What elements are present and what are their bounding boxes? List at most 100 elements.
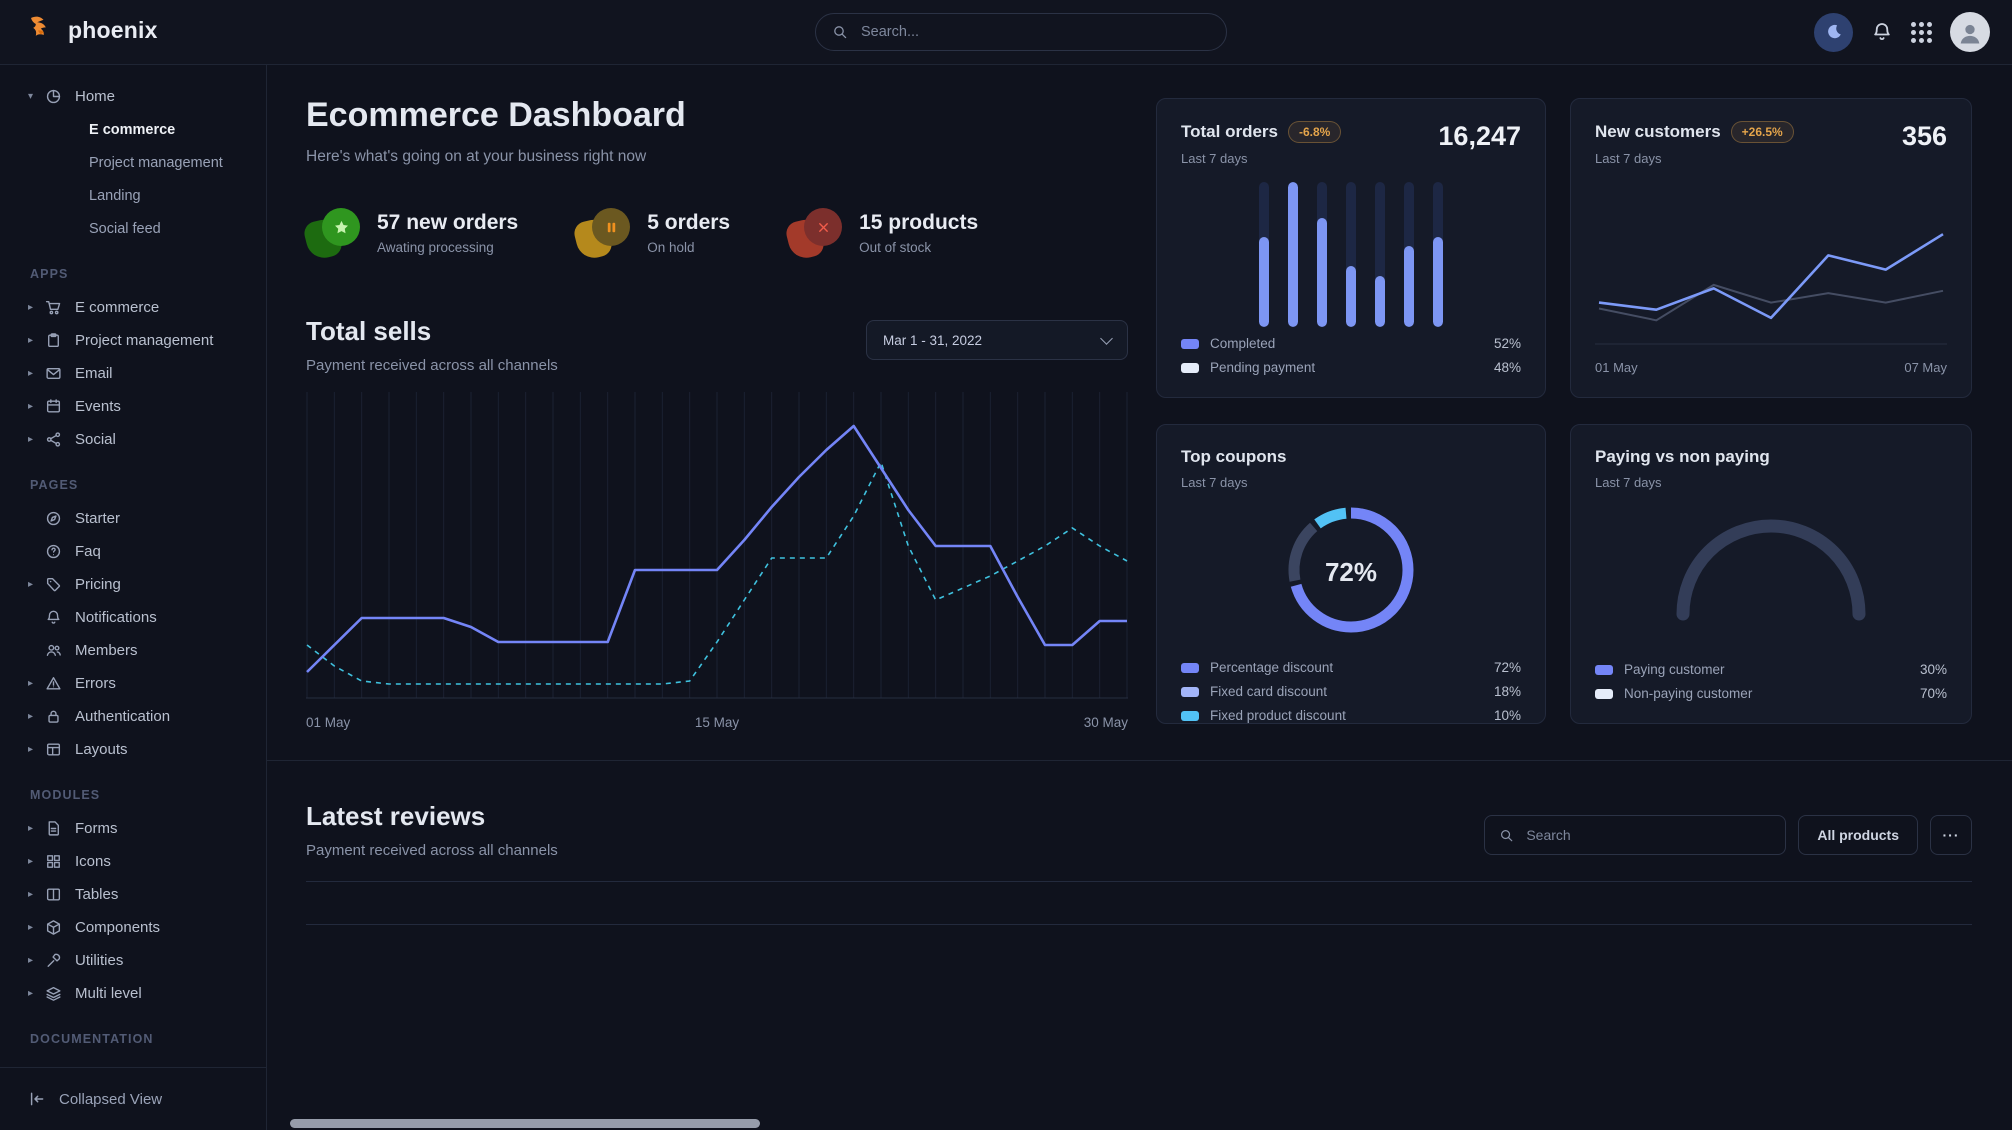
user-avatar[interactable] — [1950, 12, 1990, 52]
sidebar-item-social[interactable]: ▸ Social — [0, 423, 266, 456]
sidebar-item-icons[interactable]: ▸ Icons — [0, 845, 266, 878]
sidebar-item-notifications[interactable]: Notifications — [0, 601, 266, 634]
x-axis-label: 01 May — [306, 715, 351, 730]
sidebar-item-components[interactable]: ▸ Components — [0, 911, 266, 944]
new-customers-x-axis: 01 May 07 May — [1595, 360, 1947, 375]
legend-swatch — [1595, 664, 1613, 675]
sidebar-item-label: Layouts — [75, 741, 128, 758]
sidebar-item-utilities[interactable]: ▸ Utilities — [0, 944, 266, 977]
reviews-search-input[interactable] — [1524, 826, 1772, 844]
sidebar-subitem-e-commerce[interactable]: E commerce — [0, 113, 266, 146]
paying-gauge-chart — [1666, 514, 1876, 631]
reviews-subtitle: Payment received across all channels — [306, 842, 558, 859]
lock-icon — [45, 708, 62, 725]
order-bar — [1433, 182, 1443, 327]
sidebar-item-label: Pricing — [75, 576, 121, 593]
sidebar-item-label: Multi level — [75, 985, 142, 1002]
new-customers-card: New customers +26.5% Last 7 days 356 01 … — [1570, 98, 1972, 398]
caret-icon: ▸ — [28, 711, 34, 722]
order-bar-fill — [1259, 237, 1269, 327]
latest-reviews-section: Latest reviews Payment received across a… — [306, 761, 1972, 925]
total-sells-title: Total sells — [306, 316, 432, 346]
reviews-search[interactable] — [1484, 815, 1787, 855]
legend-label: Completed — [1210, 336, 1276, 351]
stat-icon-success — [301, 208, 360, 262]
sidebar-item-home[interactable]: ▾ Home — [0, 80, 266, 113]
brand[interactable]: phoenix — [26, 14, 158, 46]
order-bar-fill — [1433, 237, 1443, 327]
reviews-table-header — [306, 881, 1972, 925]
sidebar-item-tables[interactable]: ▸ Tables — [0, 878, 266, 911]
caret-icon: ▸ — [28, 988, 34, 999]
sidebar-item-label: Tables — [75, 886, 119, 903]
sidebar-subitem-project-management[interactable]: Project management — [0, 146, 266, 179]
sidebar-subitem-social-feed[interactable]: Social feed — [0, 212, 266, 245]
legend-swatch — [1181, 662, 1199, 673]
sidebar-item-project-management[interactable]: ▸ Project management — [0, 324, 266, 357]
sidebar-item-faq[interactable]: Faq — [0, 535, 266, 568]
warning-icon — [45, 675, 62, 692]
total-sells-x-axis: 01 May 15 May 30 May — [306, 715, 1128, 730]
sidebar-item-members[interactable]: Members — [0, 634, 266, 667]
sidebar-item-layouts[interactable]: ▸ Layouts — [0, 733, 266, 766]
apps-grid-button[interactable] — [1911, 21, 1932, 43]
legend-swatch — [1595, 688, 1613, 699]
caret-icon: ▸ — [28, 368, 34, 379]
legend-value: 52% — [1493, 336, 1521, 351]
caret-icon: ▸ — [28, 579, 34, 590]
sidebar-item-label: Notifications — [75, 609, 157, 626]
legend-row: Paying customer 30% — [1595, 662, 1947, 677]
orders-bar-chart — [1181, 182, 1521, 327]
sidebar-item-label: Email — [75, 365, 113, 382]
order-bar-fill — [1404, 245, 1414, 327]
card-title: Total orders — [1181, 122, 1278, 141]
calendar-icon — [45, 398, 62, 415]
total-sells-subtitle: Payment received across all channels — [306, 357, 558, 374]
reviews-menu-button[interactable]: ··· — [1930, 815, 1972, 855]
order-bar — [1375, 182, 1385, 327]
caret-icon: ▸ — [28, 302, 34, 313]
global-search-input[interactable] — [859, 23, 1210, 41]
sidebar-item-multi-level[interactable]: ▸ Multi level — [0, 977, 266, 1010]
order-bar — [1404, 182, 1414, 327]
sidebar-item-pricing[interactable]: ▸ Pricing — [0, 568, 266, 601]
sidebar-item-errors[interactable]: ▸ Errors — [0, 667, 266, 700]
sidebar-item-authentication[interactable]: ▸ Authentication — [0, 700, 266, 733]
sidebar-subitem-landing[interactable]: Landing — [0, 179, 266, 212]
date-range-select[interactable]: Mar 1 - 31, 2022 — [866, 320, 1128, 360]
sidebar-item-label: Forms — [75, 820, 118, 837]
legend-label: Fixed card discount — [1210, 684, 1328, 699]
legend-value: 72% — [1493, 660, 1521, 675]
card-period: Last 7 days — [1181, 475, 1248, 490]
horizontal-scrollbar-thumb[interactable] — [290, 1119, 760, 1128]
new-customers-value: 356 — [1901, 121, 1947, 151]
sidebar-item-starter[interactable]: Starter — [0, 502, 266, 535]
collapse-sidebar-button[interactable]: Collapsed View — [0, 1067, 266, 1130]
sidebar-item-events[interactable]: ▸ Events — [0, 390, 266, 423]
main-content: Ecommerce Dashboard Here's what's going … — [266, 64, 2012, 1130]
legend-label: Non-paying customer — [1624, 686, 1753, 701]
x-axis-label: 07 May — [1904, 360, 1947, 375]
theme-toggle-button[interactable] — [1814, 12, 1853, 52]
notifications-button[interactable] — [1871, 21, 1893, 43]
sidebar-subitem-label: Project management — [89, 154, 223, 171]
sidebar-item-forms[interactable]: ▸ Forms — [0, 812, 266, 845]
stat-success: 57 new orders Awating processing — [301, 208, 519, 262]
reviews-table — [306, 881, 1972, 925]
sidebar-section-label-modules: MODULES — [30, 788, 101, 802]
caret-icon: ▸ — [28, 434, 34, 445]
layout-icon — [45, 741, 62, 758]
legend-swatch — [1181, 686, 1199, 697]
global-search[interactable] — [815, 13, 1227, 51]
sidebar-item-e-commerce[interactable]: ▸ E commerce — [0, 291, 266, 324]
sidebar-item-label: Icons — [75, 853, 111, 870]
order-stats: 57 new orders Awating processing 5 orders O… — [301, 208, 1128, 262]
order-bar-fill — [1375, 276, 1385, 327]
stat-value: 57 new orders — [377, 211, 519, 234]
sidebar-item-email[interactable]: ▸ Email — [0, 357, 266, 390]
legend-value: 70% — [1919, 686, 1947, 701]
date-range-value: Mar 1 - 31, 2022 — [883, 332, 983, 348]
caret-icon: ▸ — [28, 922, 34, 933]
stat-icon-danger — [784, 208, 843, 262]
all-products-button[interactable]: All products — [1798, 815, 1918, 855]
